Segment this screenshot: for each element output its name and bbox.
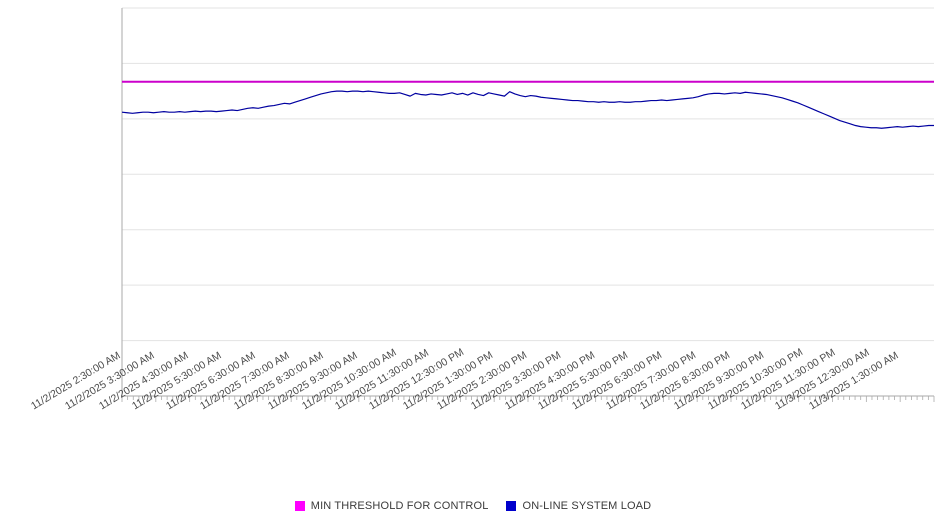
x-axis-tick-marks: [121, 396, 935, 402]
data-series: [121, 80, 934, 129]
online-system-load-line: [121, 90, 934, 129]
legend-item-min-threshold[interactable]: MIN THRESHOLD FOR CONTROL: [294, 500, 489, 512]
legend-label-min-threshold: MIN THRESHOLD FOR CONTROL: [310, 500, 489, 512]
gridlines: [122, 7, 934, 397]
legend-swatch-online-system-load: [506, 501, 517, 511]
legend-swatch-min-threshold: [294, 501, 305, 511]
chart-axes: [121, 8, 934, 397]
legend-label-online-system-load: ON-LINE SYSTEM LOAD: [522, 500, 652, 512]
legend-item-online-system-load[interactable]: ON-LINE SYSTEM LOAD: [506, 500, 651, 512]
chart-legend: MIN THRESHOLD FOR CONTROL ON-LINE SYSTEM…: [0, 496, 946, 516]
